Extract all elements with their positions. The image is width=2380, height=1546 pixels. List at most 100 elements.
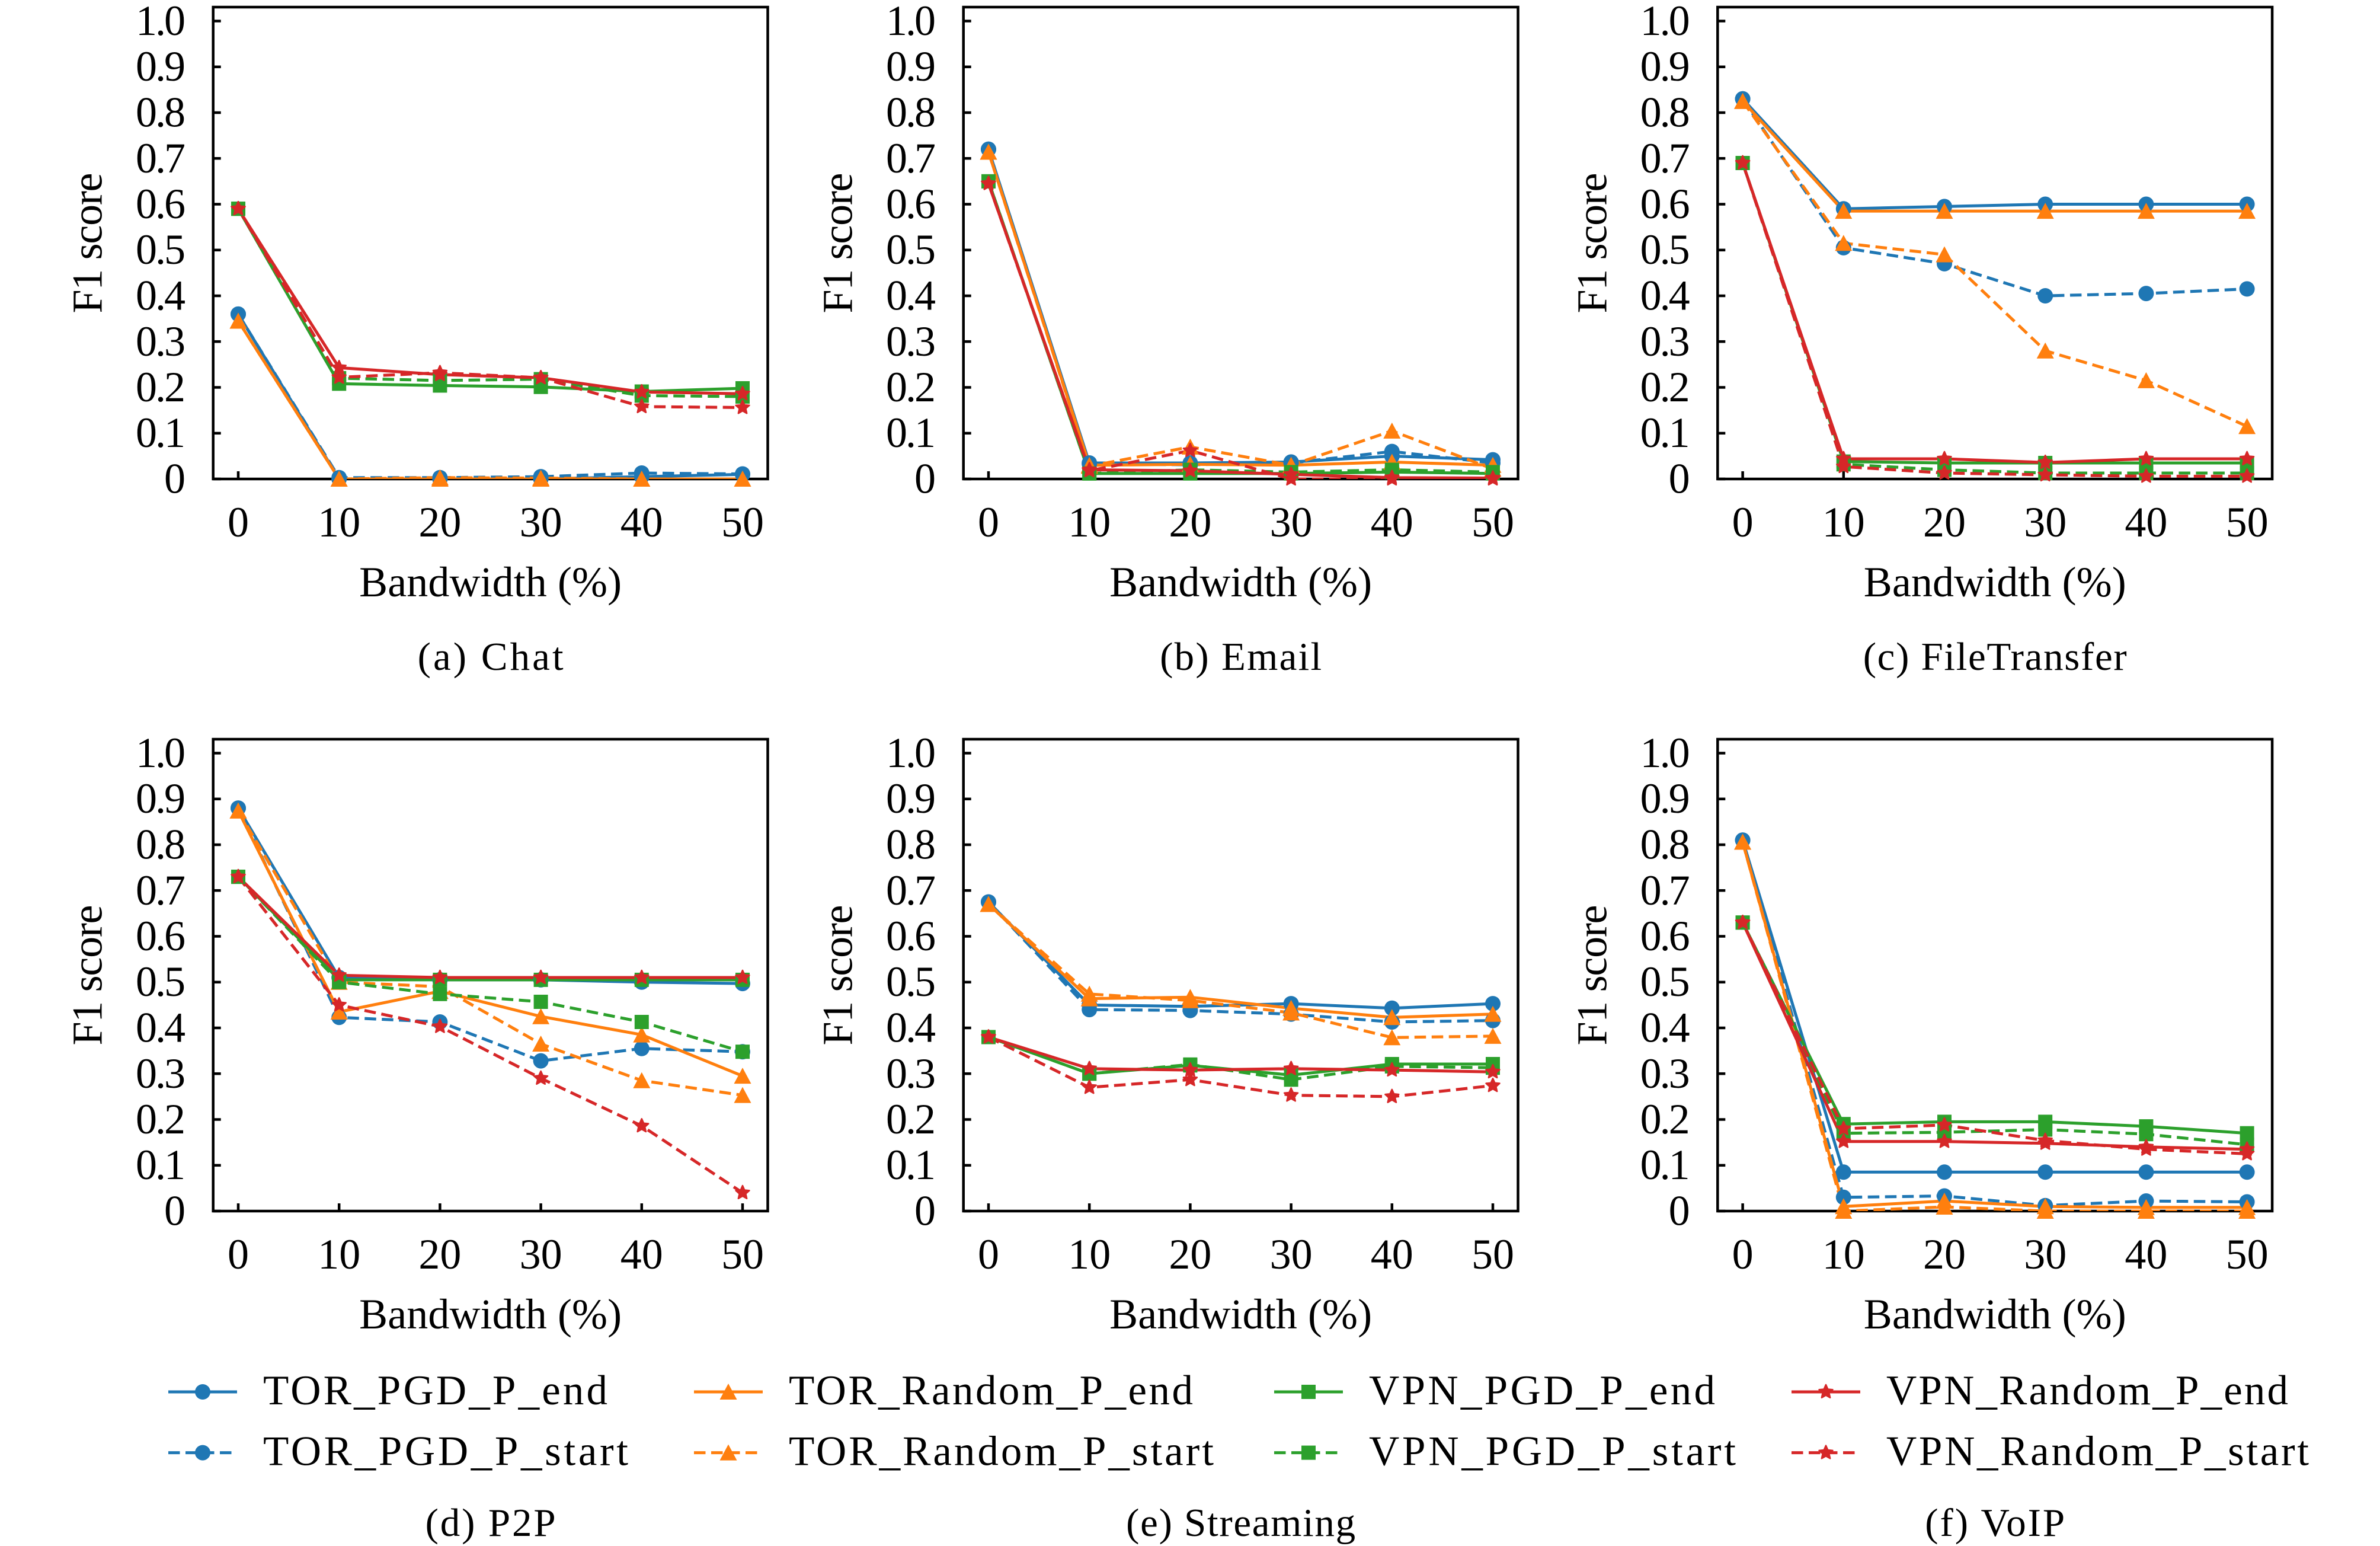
svg-text:40: 40 [620,1231,663,1278]
svg-text:0: 0 [1669,1187,1690,1235]
svg-text:20: 20 [1169,1231,1211,1278]
svg-text:0.6: 0.6 [1640,912,1690,960]
svg-text:0.9: 0.9 [1640,775,1690,822]
svg-text:0.6: 0.6 [886,912,936,960]
svg-text:0: 0 [228,1231,249,1278]
svg-text:50: 50 [1471,1231,1514,1278]
svg-text:40: 40 [620,499,663,546]
svg-text:50: 50 [1471,499,1514,546]
svg-text:VPN_Random_P_end: VPN_Random_P_end [1886,1368,2288,1414]
svg-text:0.9: 0.9 [1640,43,1690,90]
svg-text:0.8: 0.8 [1640,89,1690,136]
svg-text:0.4: 0.4 [1640,1004,1690,1052]
svg-text:30: 30 [2024,1231,2066,1278]
svg-text:0.5: 0.5 [136,226,185,273]
svg-text:30: 30 [2024,499,2066,546]
svg-text:F1 score: F1 score [814,905,862,1046]
svg-text:0.9: 0.9 [136,775,185,822]
svg-text:20: 20 [1923,1231,1966,1278]
svg-text:0: 0 [164,1187,185,1235]
svg-text:0: 0 [228,499,249,546]
svg-text:(e) Streaming: (e) Streaming [1126,1501,1355,1545]
svg-text:50: 50 [2226,499,2269,546]
svg-text:0.7: 0.7 [1640,867,1690,914]
svg-text:0.7: 0.7 [1640,135,1690,182]
svg-text:1.0: 1.0 [886,729,936,777]
svg-text:30: 30 [520,499,562,546]
svg-text:10: 10 [318,1231,360,1278]
svg-text:1.0: 1.0 [1640,0,1690,44]
svg-text:0.2: 0.2 [136,363,185,411]
svg-text:0.6: 0.6 [886,180,936,228]
svg-text:0.1: 0.1 [1640,1141,1690,1189]
svg-text:40: 40 [1371,1231,1413,1278]
svg-text:0.4: 0.4 [886,1004,936,1052]
svg-text:20: 20 [418,1231,461,1278]
svg-text:Bandwidth (%): Bandwidth (%) [1864,558,2126,606]
svg-text:0.7: 0.7 [886,135,936,182]
svg-text:F1 score: F1 score [1568,905,1616,1046]
svg-text:0.2: 0.2 [136,1095,185,1143]
svg-text:0.8: 0.8 [1640,821,1690,868]
svg-text:0.2: 0.2 [886,363,936,411]
svg-text:TOR_PGD_P_start: TOR_PGD_P_start [263,1429,628,1475]
svg-text:0.8: 0.8 [886,89,936,136]
svg-text:(c) FileTransfer: (c) FileTransfer [1863,635,2127,679]
svg-text:0.9: 0.9 [886,775,936,822]
svg-text:10: 10 [1068,1231,1111,1278]
svg-text:0.5: 0.5 [1640,958,1690,1005]
svg-text:30: 30 [1270,1231,1313,1278]
svg-text:30: 30 [520,1231,562,1278]
svg-text:0.9: 0.9 [886,43,936,90]
svg-text:50: 50 [721,1231,764,1278]
svg-text:1.0: 1.0 [886,0,936,44]
svg-text:0.9: 0.9 [136,43,185,90]
svg-text:Bandwidth (%): Bandwidth (%) [1109,558,1372,606]
svg-text:0.7: 0.7 [136,867,185,914]
svg-text:0: 0 [164,455,185,503]
svg-text:0.4: 0.4 [1640,272,1690,320]
svg-text:1.0: 1.0 [1640,729,1690,777]
svg-text:0.1: 0.1 [136,409,185,456]
svg-text:F1 score: F1 score [64,905,111,1046]
svg-text:0.2: 0.2 [886,1095,936,1143]
svg-text:20: 20 [1169,499,1211,546]
svg-text:F1 score: F1 score [64,173,111,314]
svg-text:0.4: 0.4 [136,272,185,320]
svg-text:30: 30 [1270,499,1313,546]
svg-text:0.2: 0.2 [1640,1095,1690,1143]
svg-text:0: 0 [978,499,999,546]
svg-text:20: 20 [418,499,461,546]
svg-text:(a) Chat: (a) Chat [418,635,564,679]
svg-text:50: 50 [721,499,764,546]
svg-text:0: 0 [914,455,936,503]
svg-text:0.5: 0.5 [1640,226,1690,273]
svg-text:1.0: 1.0 [136,729,185,777]
svg-text:0.2: 0.2 [1640,363,1690,411]
svg-text:0.5: 0.5 [886,226,936,273]
svg-text:0: 0 [978,1231,999,1278]
svg-text:F1 score: F1 score [1568,173,1616,314]
svg-text:50: 50 [2226,1231,2269,1278]
svg-text:0.6: 0.6 [1640,180,1690,228]
svg-text:0.3: 0.3 [1640,318,1690,365]
svg-text:Bandwidth (%): Bandwidth (%) [359,558,622,606]
svg-text:Bandwidth (%): Bandwidth (%) [1109,1291,1372,1338]
svg-text:0.5: 0.5 [886,958,936,1005]
svg-text:10: 10 [1822,1231,1865,1278]
svg-text:10: 10 [1068,499,1111,546]
svg-text:0.3: 0.3 [136,318,185,365]
svg-text:10: 10 [1822,499,1865,546]
svg-text:0.1: 0.1 [136,1141,185,1189]
svg-text:0.6: 0.6 [136,912,185,960]
svg-text:0.8: 0.8 [886,821,936,868]
svg-text:0.8: 0.8 [136,89,185,136]
svg-text:10: 10 [318,499,360,546]
svg-text:Bandwidth (%): Bandwidth (%) [1864,1291,2126,1338]
svg-text:TOR_Random_P_start: TOR_Random_P_start [789,1429,1214,1475]
svg-text:0.3: 0.3 [1640,1050,1690,1097]
svg-text:0.6: 0.6 [136,180,185,228]
svg-text:TOR_Random_P_end: TOR_Random_P_end [789,1368,1193,1414]
svg-text:0: 0 [1732,1231,1754,1278]
svg-text:0.3: 0.3 [136,1050,185,1097]
